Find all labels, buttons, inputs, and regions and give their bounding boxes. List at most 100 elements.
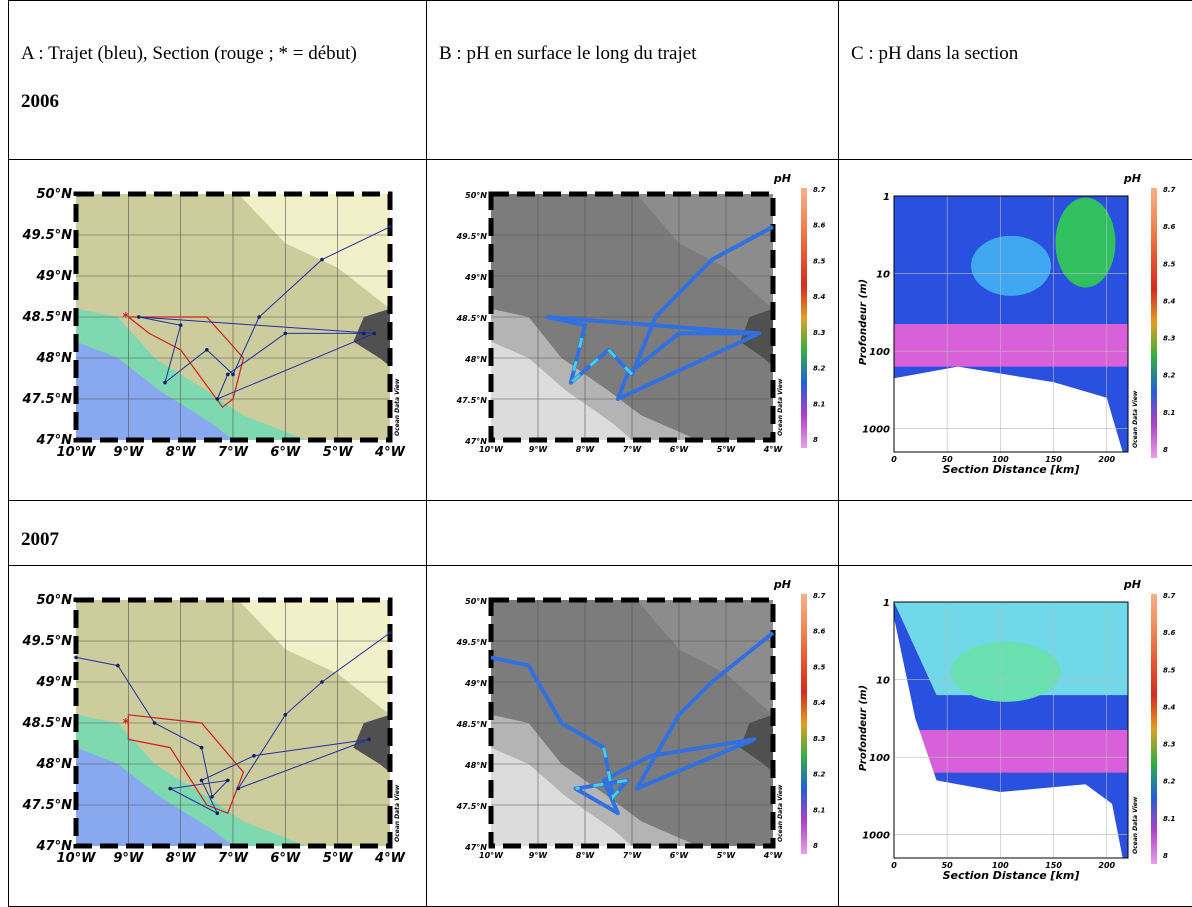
station — [320, 258, 324, 262]
lat-label: 49°N — [35, 269, 72, 284]
lat-label: 48°N — [464, 761, 487, 770]
colorbar-label: 8.7 — [813, 186, 826, 194]
lon-label: 9°W — [113, 851, 144, 866]
colorbar-label: 8.4 — [813, 293, 826, 301]
colorbar — [1151, 188, 1157, 458]
colorbar-label: 8.4 — [813, 699, 826, 707]
distance-label: 200 — [1098, 861, 1115, 870]
lon-label: 6°W — [270, 851, 301, 866]
colorbar-label: 8.4 — [1163, 297, 1176, 305]
colorbar-label: 8 — [1163, 446, 1168, 454]
header-cell: A : Trajet (bleu), Section (rouge ; * = … — [9, 1, 427, 160]
lon-label: 8°W — [575, 851, 595, 860]
station — [236, 787, 240, 791]
colorbar-label: 8.5 — [813, 257, 826, 265]
lat-label: 50°N — [36, 187, 72, 202]
x-axis-title: Section Distance [km] — [942, 869, 1079, 882]
watermark: Ocean Data View — [1132, 390, 1139, 448]
lat-label: 47.5°N — [455, 396, 487, 405]
distance-label: 200 — [1098, 455, 1115, 464]
lat-label: 50°N — [36, 593, 72, 608]
watermark: Ocean Data View — [394, 784, 401, 842]
colorbar-title: pH — [772, 172, 790, 185]
lon-label: 6°W — [669, 445, 689, 454]
station — [257, 315, 261, 319]
colorbar-label: 8.5 — [1163, 666, 1176, 674]
distance-label: 0 — [891, 455, 897, 464]
lat-label: 47.5°N — [21, 798, 72, 813]
colorbar-label: 8.6 — [813, 628, 826, 636]
lon-label: 10°W — [479, 445, 504, 454]
lat-label: 49.5°N — [21, 634, 72, 649]
lon-label: 6°W — [270, 445, 301, 460]
lat-label: 48°N — [35, 351, 72, 366]
station — [320, 680, 324, 684]
lon-label: 4°W — [374, 445, 406, 460]
station — [283, 332, 287, 336]
section-low — [894, 324, 1128, 367]
distance-label: 0 — [891, 861, 897, 870]
lon-label: 5°W — [322, 851, 353, 866]
depth-label: 10 — [876, 676, 890, 687]
lat-label: 50°N — [465, 597, 487, 606]
colorbar-title: pH — [1122, 578, 1140, 591]
empty-cell — [427, 501, 839, 566]
lat-label: 49°N — [464, 679, 487, 688]
lon-label: 9°W — [113, 445, 144, 460]
lat-label: 48°N — [35, 757, 72, 772]
map-ph: pH8.78.68.58.48.38.28.1850°N49.5°N49°N48… — [433, 172, 833, 492]
colorbar-label: 8.5 — [813, 663, 826, 671]
station — [215, 397, 219, 401]
watermark: Ocean Data View — [1132, 796, 1139, 854]
lon-label: 7°W — [218, 445, 249, 460]
lon-label: 8°W — [575, 445, 595, 454]
station — [163, 381, 167, 385]
section-high — [950, 642, 1060, 702]
colorbar-label: 8.5 — [1163, 260, 1176, 268]
station — [252, 754, 256, 758]
station — [362, 332, 366, 336]
colorbar-title: pH — [772, 578, 790, 591]
colorbar-label: 8.2 — [813, 771, 826, 779]
lon-label: 5°W — [322, 445, 353, 460]
lon-label: 5°W — [716, 851, 736, 860]
section-start: * — [122, 310, 129, 324]
colorbar-label: 8.1 — [1163, 409, 1176, 417]
lat-label: 48.5°N — [455, 314, 487, 323]
lon-label: 5°W — [716, 445, 736, 454]
colorbar-label: 8.7 — [1163, 186, 1176, 194]
station — [367, 738, 371, 742]
colorbar-label: 8.3 — [1163, 335, 1176, 343]
colorbar-label: 8 — [1163, 852, 1168, 860]
colorbar-label: 8.3 — [813, 329, 826, 337]
depth-label: 100 — [869, 753, 890, 764]
lon-label: 4°W — [762, 851, 783, 860]
lat-label: 49.5°N — [21, 228, 72, 243]
map-ph: pH8.78.68.58.48.38.28.1850°N49.5°N49°N48… — [433, 578, 833, 898]
lon-label: 7°W — [622, 445, 642, 454]
station — [225, 779, 229, 783]
lon-label: 8°W — [165, 445, 196, 460]
station — [372, 332, 376, 336]
colorbar-label: 8.1 — [1163, 815, 1176, 823]
lat-label: 48.5°N — [21, 310, 72, 325]
lon-label: 9°W — [528, 445, 548, 454]
depth-label: 10 — [876, 270, 890, 281]
lat-label: 48.5°N — [455, 720, 487, 729]
lat-label: 47.5°N — [21, 392, 72, 407]
station — [74, 656, 78, 660]
colorbar — [1151, 594, 1157, 864]
lat-label: 49.5°N — [455, 232, 487, 241]
year-label: 2007 — [21, 529, 59, 550]
colorbar-label: 8 — [813, 842, 818, 850]
colorbar-label: 8.6 — [1163, 629, 1176, 637]
station — [388, 631, 392, 635]
colorbar-label: 8.2 — [1163, 372, 1176, 380]
station — [116, 664, 120, 668]
